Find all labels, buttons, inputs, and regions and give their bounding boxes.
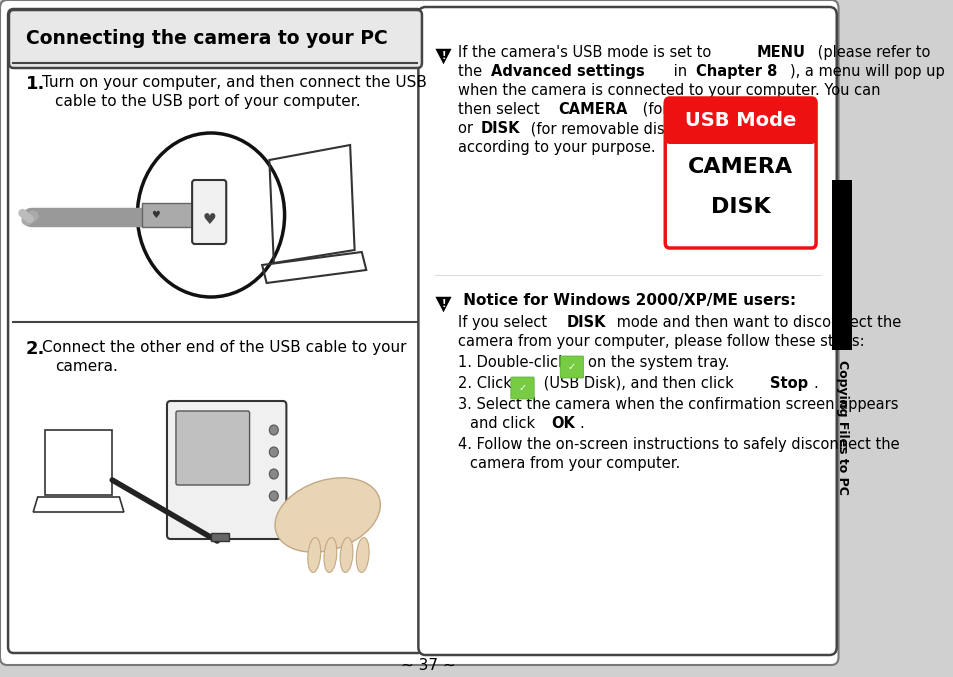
Text: ✓: ✓ — [567, 362, 576, 372]
FancyBboxPatch shape — [211, 533, 229, 541]
Text: CAMERA: CAMERA — [558, 102, 627, 117]
Polygon shape — [45, 430, 112, 495]
Text: 3. Select the camera when the confirmation screen appears: 3. Select the camera when the confirmati… — [457, 397, 898, 412]
Ellipse shape — [308, 538, 320, 573]
Polygon shape — [269, 145, 355, 263]
Polygon shape — [435, 297, 451, 312]
Ellipse shape — [324, 538, 336, 573]
Text: Chapter 8: Chapter 8 — [695, 64, 776, 79]
Ellipse shape — [340, 538, 353, 573]
FancyBboxPatch shape — [559, 356, 583, 378]
Text: !: ! — [441, 51, 445, 61]
FancyBboxPatch shape — [418, 7, 836, 655]
Text: Notice for Windows 2000/XP/ME users:: Notice for Windows 2000/XP/ME users: — [457, 293, 795, 308]
Circle shape — [269, 469, 278, 479]
Text: If the camera's USB mode is set to: If the camera's USB mode is set to — [457, 45, 715, 60]
FancyBboxPatch shape — [510, 377, 534, 399]
Text: mode and then want to disconnect the: mode and then want to disconnect the — [612, 315, 901, 330]
Circle shape — [269, 491, 278, 501]
Text: ~ 37 ~: ~ 37 ~ — [400, 657, 456, 672]
Text: DISK: DISK — [566, 315, 605, 330]
FancyBboxPatch shape — [167, 401, 286, 539]
FancyBboxPatch shape — [192, 180, 226, 244]
Circle shape — [137, 133, 284, 297]
FancyBboxPatch shape — [9, 10, 421, 68]
Text: ), a menu will pop up: ), a menu will pop up — [789, 64, 943, 79]
Text: in: in — [669, 64, 691, 79]
Ellipse shape — [274, 478, 380, 552]
Text: Stop: Stop — [769, 376, 807, 391]
Text: 1. Double-click: 1. Double-click — [457, 355, 566, 370]
Text: then select: then select — [457, 102, 543, 117]
Text: when the camera is connected to your computer. You can: when the camera is connected to your com… — [457, 83, 880, 98]
Ellipse shape — [355, 538, 369, 573]
Text: or: or — [457, 121, 477, 136]
Text: the: the — [457, 64, 486, 79]
Text: camera from your computer.: camera from your computer. — [470, 456, 680, 471]
Bar — [831, 180, 851, 350]
Text: OK: OK — [551, 416, 575, 431]
Circle shape — [269, 447, 278, 457]
Text: camera.: camera. — [54, 359, 117, 374]
Text: 2. Click: 2. Click — [457, 376, 511, 391]
Text: If you select: If you select — [457, 315, 551, 330]
Text: Copying Files to PC: Copying Files to PC — [835, 360, 848, 495]
Polygon shape — [435, 49, 451, 64]
FancyBboxPatch shape — [664, 98, 815, 248]
Text: Connect the other end of the USB cable to your: Connect the other end of the USB cable t… — [42, 340, 406, 355]
Text: DISK: DISK — [710, 197, 770, 217]
Text: and click: and click — [470, 416, 539, 431]
Text: (for removable disk): (for removable disk) — [526, 121, 679, 136]
Text: Connecting the camera to your PC: Connecting the camera to your PC — [26, 30, 387, 49]
Text: !: ! — [441, 299, 445, 309]
Text: on the system tray.: on the system tray. — [587, 355, 729, 370]
Bar — [671, 131, 809, 141]
Text: cable to the USB port of your computer.: cable to the USB port of your computer. — [54, 94, 360, 109]
Text: Turn on your computer, and then connect the USB: Turn on your computer, and then connect … — [42, 75, 427, 90]
Text: ♥: ♥ — [151, 210, 159, 220]
Polygon shape — [142, 203, 194, 227]
Text: CAMERA: CAMERA — [687, 157, 792, 177]
Text: ✓: ✓ — [517, 383, 526, 393]
Text: .: . — [813, 376, 818, 391]
FancyBboxPatch shape — [0, 0, 838, 665]
Text: ♥: ♥ — [202, 213, 215, 227]
Text: USB Mode: USB Mode — [684, 112, 796, 131]
Text: (USB Disk), and then click: (USB Disk), and then click — [538, 376, 738, 391]
Text: (please refer to: (please refer to — [813, 45, 930, 60]
Text: camera from your computer, please follow these steps:: camera from your computer, please follow… — [457, 334, 863, 349]
Text: 1.: 1. — [26, 75, 46, 93]
FancyBboxPatch shape — [175, 411, 250, 485]
Text: DISK: DISK — [480, 121, 519, 136]
Text: 4. Follow the on-screen instructions to safely disconnect the: 4. Follow the on-screen instructions to … — [457, 437, 899, 452]
Text: .: . — [578, 416, 583, 431]
Text: MENU: MENU — [756, 45, 804, 60]
FancyBboxPatch shape — [664, 98, 815, 144]
Text: 2.: 2. — [26, 340, 46, 358]
FancyBboxPatch shape — [8, 9, 422, 653]
Text: according to your purpose.: according to your purpose. — [457, 140, 655, 155]
Circle shape — [269, 425, 278, 435]
Text: (for PC camera): (for PC camera) — [638, 102, 758, 117]
Text: Advanced settings: Advanced settings — [491, 64, 644, 79]
